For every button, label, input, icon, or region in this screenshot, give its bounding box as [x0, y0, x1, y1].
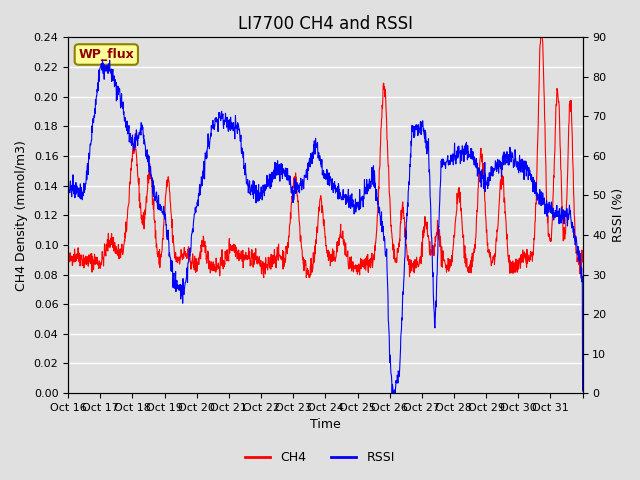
X-axis label: Time: Time [310, 419, 340, 432]
Title: LI7700 CH4 and RSSI: LI7700 CH4 and RSSI [238, 15, 413, 33]
Y-axis label: RSSI (%): RSSI (%) [612, 188, 625, 242]
Legend: CH4, RSSI: CH4, RSSI [240, 446, 400, 469]
Y-axis label: CH4 Density (mmol/m3): CH4 Density (mmol/m3) [15, 140, 28, 291]
Text: WP_flux: WP_flux [79, 48, 134, 61]
